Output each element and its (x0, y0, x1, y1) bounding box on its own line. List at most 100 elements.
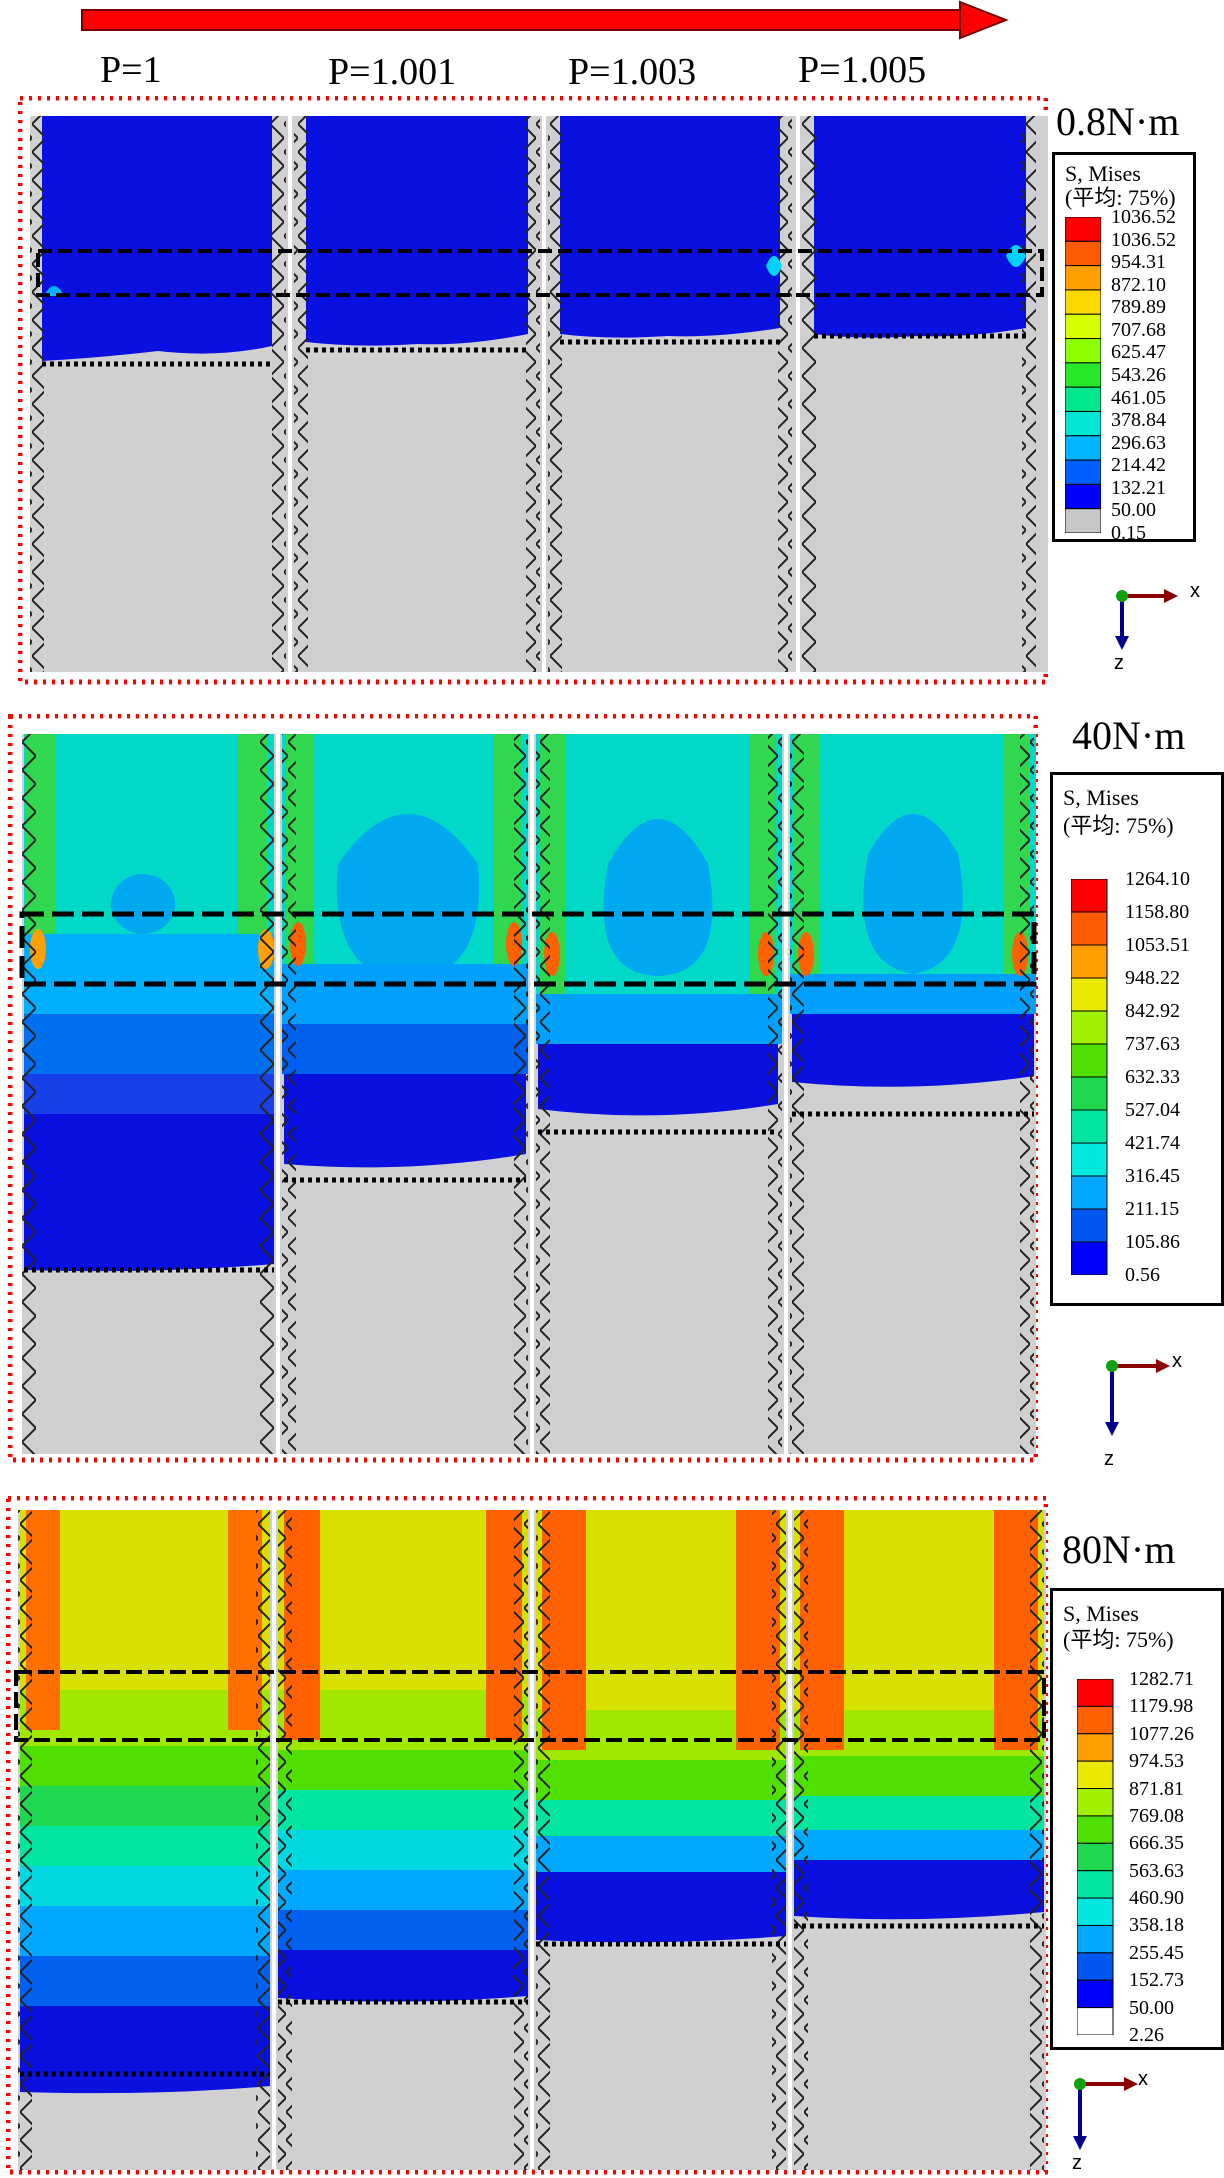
axis-x-label: x (1138, 2068, 1148, 2090)
legend-value: 842.92 (1125, 1000, 1180, 1022)
legend-subtitle: (平均: 75%) (1065, 185, 1176, 210)
legend-value: 421.74 (1125, 1132, 1180, 1154)
legend-value: 255.45 (1129, 1941, 1184, 1964)
stress-legend-3: S, Mises (平均: 75%) 1282.71 1179.98 1077.26… (1050, 1588, 1224, 2050)
scale-band (1065, 483, 1101, 510)
legend-value: 666.35 (1129, 1832, 1184, 1855)
scale-band (1077, 1705, 1114, 1735)
torque-label-3: 80N·m (1062, 1527, 1176, 1572)
legend-value: 948.22 (1125, 967, 1180, 989)
section-p1001 (292, 116, 542, 672)
contour-panel-40nm (8, 714, 1038, 1463)
legend-value: 1282.71 (1129, 1668, 1194, 1690)
legend-value: 632.33 (1125, 1066, 1180, 1088)
scale-band (1065, 508, 1101, 533)
stress-legend-1: S, Mises (平均: 75%) 1036.52 1036.52 954.31 8… (1052, 152, 1196, 544)
scale-band (1071, 1142, 1108, 1177)
scale-band (1071, 879, 1108, 913)
scale-band (1065, 313, 1101, 340)
axis-z-label: z (1104, 1448, 1114, 1470)
legend-value: 132.21 (1111, 476, 1166, 499)
contour-panel-0-8nm (18, 96, 1048, 685)
legend-value: 214.42 (1111, 454, 1166, 477)
torque-label-2: 40N·m (1072, 713, 1186, 758)
axis-triad-2 (1105, 1359, 1170, 1436)
scale-band (1065, 265, 1101, 291)
axis-x-label: x (1190, 580, 1200, 602)
legend-value: 954.31 (1111, 251, 1166, 274)
legend-value: 50.00 (1129, 1996, 1174, 2019)
legend-value: 461.05 (1111, 386, 1166, 409)
section-p1 (18, 1510, 272, 2170)
legend-value: 1158.80 (1125, 901, 1190, 923)
scale-band (1065, 386, 1101, 412)
legend-value: 0.15 (1111, 522, 1146, 544)
scale-band (1065, 240, 1101, 267)
pitch-label-1: P=1 (100, 49, 162, 91)
legend-value: 1077.26 (1129, 1722, 1194, 1745)
legend-value: 50.00 (1111, 499, 1156, 522)
legend-value: 460.90 (1129, 1887, 1184, 1910)
legend-value: 152.73 (1129, 1969, 1184, 1992)
section-p1001 (280, 734, 530, 1454)
scale-band (1077, 1788, 1114, 1817)
scale-band (1065, 217, 1101, 242)
scale-band (1071, 944, 1108, 979)
legend-value: 707.68 (1111, 318, 1166, 341)
progression-arrow (81, 0, 1009, 40)
scale-band (1077, 1952, 1114, 1981)
legend-value: 625.47 (1111, 341, 1166, 364)
contour-panel-80nm (6, 1496, 1048, 2175)
legend-value: 1036.52 (1111, 206, 1176, 228)
legend-value: 974.53 (1129, 1750, 1184, 1773)
legend-value: 769.08 (1129, 1804, 1184, 1827)
legend-value: 789.89 (1111, 296, 1166, 319)
scale-band (1065, 289, 1101, 315)
legend-value: 211.15 (1125, 1198, 1180, 1220)
legend-value: 737.63 (1125, 1033, 1180, 1055)
legend-value: 1179.98 (1129, 1695, 1194, 1718)
scale-band (1065, 338, 1101, 364)
scale-band (1077, 1979, 1114, 2009)
color-scale (1065, 217, 1101, 533)
stress-legend-2: S, Mises (平均: 75%) 1264.10 1158.80 1053.51… (1050, 772, 1224, 1306)
axis-z-label: z (1072, 2152, 1082, 2174)
legend-subtitle: (平均: 75%) (1063, 1627, 1174, 1652)
section-p1005 (800, 116, 1048, 672)
scale-band (1077, 1733, 1114, 1762)
legend-value: 2.26 (1129, 2024, 1164, 2046)
section-p1001 (276, 1510, 530, 2170)
legend-value: 543.26 (1111, 364, 1166, 386)
scale-band (1071, 1175, 1108, 1210)
color-scale (1077, 1679, 1114, 2035)
legend-value: 1264.10 (1125, 868, 1190, 890)
legend-title: S, Mises (1063, 1601, 1139, 1626)
legend-value: 316.45 (1125, 1165, 1180, 1187)
scale-band (1077, 1815, 1114, 1844)
legend-value: 527.04 (1125, 1099, 1180, 1121)
scale-band (1071, 1208, 1108, 1243)
legend-value: 871.81 (1129, 1777, 1184, 1800)
section-p1003 (546, 116, 796, 672)
pitch-label-3: P=1.003 (568, 51, 697, 93)
legend-subtitle: (平均: 75%) (1063, 813, 1174, 838)
scale-band (1077, 1897, 1114, 1926)
legend-value: 105.86 (1125, 1231, 1180, 1253)
scale-band (1077, 1842, 1114, 1872)
scale-band (1071, 1043, 1108, 1078)
scale-band (1071, 1010, 1108, 1045)
axis-z-label: z (1114, 652, 1124, 674)
scale-band (1065, 410, 1101, 437)
section-p1003 (534, 734, 784, 1454)
scale-band (1071, 977, 1108, 1012)
scale-band (1071, 1241, 1108, 1275)
torque-label-1: 0.8N·m (1056, 99, 1180, 144)
section-p1005 (788, 734, 1036, 1454)
scale-band (1077, 2007, 1114, 2035)
legend-value: 1036.52 (1111, 228, 1176, 251)
legend-value: 872.10 (1111, 273, 1166, 296)
pitch-label-2: P=1.001 (328, 51, 457, 93)
scale-band (1077, 1760, 1114, 1790)
legend-value: 358.18 (1129, 1914, 1184, 1937)
legend-value: 563.63 (1129, 1859, 1184, 1882)
